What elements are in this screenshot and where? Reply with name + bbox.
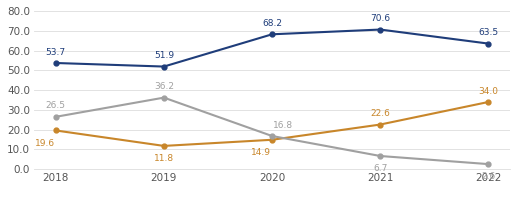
Text: 14.9: 14.9 (251, 148, 271, 157)
Text: 63.5: 63.5 (478, 28, 498, 37)
Text: 53.7: 53.7 (45, 48, 66, 57)
중국 (53, 129, 59, 132)
Text: 2.6: 2.6 (481, 172, 496, 181)
한국 (485, 42, 492, 45)
Text: 26.5: 26.5 (45, 102, 66, 110)
Line: 일본: 일본 (53, 95, 491, 166)
일본 (161, 96, 167, 99)
Line: 중국: 중국 (53, 100, 491, 148)
Text: 6.7: 6.7 (373, 164, 387, 173)
일본 (377, 155, 383, 157)
Text: 70.6: 70.6 (370, 14, 390, 23)
Text: 51.9: 51.9 (154, 51, 174, 60)
Text: 36.2: 36.2 (154, 82, 174, 91)
Text: 16.8: 16.8 (273, 121, 293, 130)
한국 (161, 65, 167, 68)
Line: 한국: 한국 (53, 27, 491, 69)
한국 (377, 28, 383, 31)
중국 (377, 123, 383, 126)
Text: 11.8: 11.8 (154, 154, 174, 163)
한국 (53, 62, 59, 64)
일본 (269, 135, 275, 137)
일본 (53, 115, 59, 118)
Text: 22.6: 22.6 (370, 109, 390, 118)
중국 (269, 138, 275, 141)
중국 (161, 145, 167, 147)
Text: 19.6: 19.6 (35, 139, 55, 148)
Text: 34.0: 34.0 (478, 87, 498, 96)
한국 (269, 33, 275, 36)
일본 (485, 163, 492, 165)
중국 (485, 101, 492, 103)
Text: 68.2: 68.2 (262, 19, 282, 28)
